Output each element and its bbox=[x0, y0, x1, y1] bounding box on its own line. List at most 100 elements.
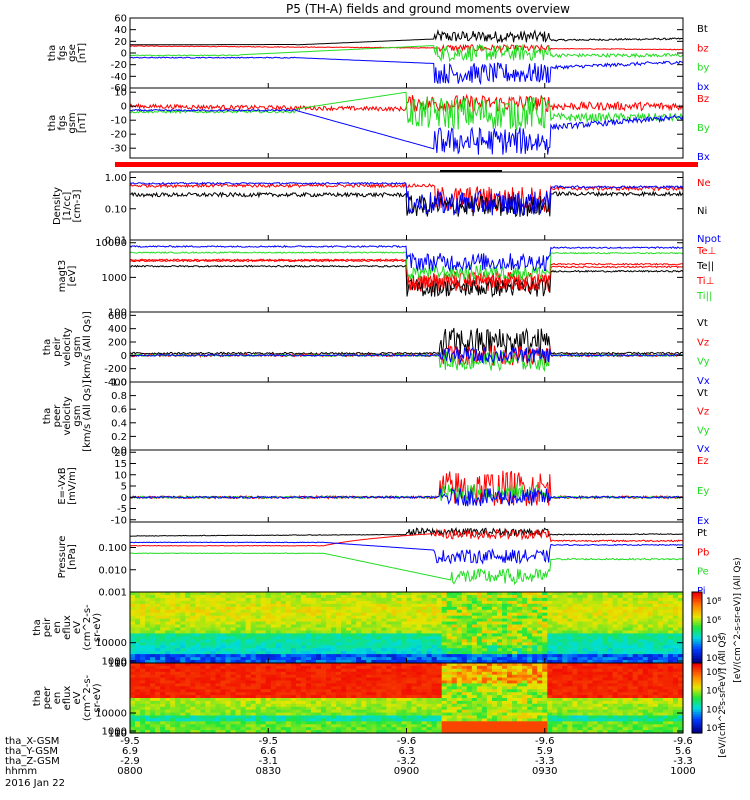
spectrogram-cell bbox=[225, 592, 232, 596]
spectrogram-cell bbox=[446, 606, 453, 611]
spectrogram-cell bbox=[165, 609, 171, 614]
spectrogram-cell bbox=[311, 730, 317, 734]
spectrogram-cell bbox=[446, 624, 453, 629]
spectrogram-cell bbox=[587, 642, 594, 646]
spectrogram-cell bbox=[411, 721, 418, 725]
spectrogram-cell bbox=[386, 627, 392, 632]
spectrogram-cell bbox=[160, 645, 166, 649]
spectrogram-cell bbox=[245, 600, 252, 605]
spectrogram-cell bbox=[361, 671, 367, 676]
spectrogram-cell bbox=[567, 651, 573, 655]
spectrogram-cell bbox=[401, 600, 408, 605]
spectrogram-cell bbox=[155, 639, 161, 643]
spectrogram-cell bbox=[471, 703, 478, 708]
spectrogram-cell bbox=[396, 709, 402, 714]
spectrogram-cell bbox=[441, 627, 448, 632]
spectrogram-cell bbox=[386, 712, 392, 717]
spectrogram-cell bbox=[592, 609, 599, 614]
spectrogram-cell bbox=[135, 648, 141, 652]
spectrogram-cell bbox=[386, 621, 392, 626]
spectrogram-cell bbox=[290, 698, 297, 702]
spectrogram-cell bbox=[351, 686, 357, 690]
spectrogram-cell bbox=[512, 606, 518, 611]
spectrogram-cell bbox=[316, 703, 322, 708]
spectrogram-cell bbox=[537, 730, 543, 734]
legend-label: bz bbox=[697, 43, 709, 54]
spectrogram-cell bbox=[607, 615, 614, 620]
spectrogram-cell bbox=[406, 695, 413, 699]
spectrogram-cell bbox=[461, 671, 468, 676]
spectrogram-cell bbox=[346, 663, 352, 667]
spectrogram-cell bbox=[306, 627, 312, 632]
spectrogram-cell bbox=[165, 724, 171, 728]
spectrogram-cell bbox=[155, 700, 161, 705]
spectrogram-cell bbox=[230, 621, 237, 626]
spectrogram-cell bbox=[321, 715, 327, 719]
spectrogram-cell bbox=[562, 651, 568, 655]
spectrogram-cell bbox=[205, 595, 211, 599]
spectrogram-cell bbox=[446, 689, 453, 693]
spectrogram-cell bbox=[602, 618, 609, 623]
spectrogram-cell bbox=[647, 606, 654, 611]
spectrogram-cell bbox=[527, 700, 533, 705]
spectrogram-cell bbox=[381, 730, 387, 734]
spectrogram-cell bbox=[280, 674, 287, 679]
spectrogram-cell bbox=[135, 600, 141, 605]
spectrogram-cell bbox=[195, 595, 201, 599]
spectrogram-cell bbox=[657, 636, 664, 640]
spectrogram-cell bbox=[265, 695, 272, 699]
spectrogram-cell bbox=[567, 660, 573, 664]
spectrogram-cell bbox=[476, 627, 483, 632]
spectrogram-cell bbox=[542, 715, 548, 719]
spectrogram-cell bbox=[411, 633, 418, 637]
spectrogram-cell bbox=[245, 627, 252, 632]
spectrogram-cell bbox=[326, 654, 332, 658]
spectrogram-cell bbox=[220, 621, 227, 626]
spectrogram-cell bbox=[356, 648, 362, 652]
spectrogram-cell bbox=[497, 677, 503, 682]
ytick-label: 0.001 bbox=[98, 588, 127, 599]
spectrogram-cell bbox=[346, 648, 352, 652]
spectrogram-cell bbox=[341, 630, 347, 635]
spectrogram-cell bbox=[275, 692, 282, 696]
spectrogram-cell bbox=[225, 698, 232, 702]
spectrogram-cell bbox=[155, 680, 161, 684]
spectrogram-cell bbox=[316, 709, 322, 714]
spectrogram-cell bbox=[597, 633, 604, 637]
spectrogram-cell bbox=[361, 730, 367, 734]
spectrogram-cell bbox=[200, 703, 206, 708]
spectrogram-cell bbox=[331, 627, 337, 632]
spectrogram-cell bbox=[331, 603, 337, 608]
spectrogram-cell bbox=[235, 633, 242, 637]
spectrogram-cell bbox=[321, 700, 327, 705]
spectrogram-cell bbox=[260, 636, 267, 640]
spectrogram-cell bbox=[406, 603, 413, 608]
spectrogram-cell bbox=[346, 636, 352, 640]
spectrogram-cell bbox=[260, 683, 267, 687]
spectrogram-cell bbox=[527, 665, 533, 670]
spectrogram-cell bbox=[678, 624, 684, 629]
spectrogram-cell bbox=[552, 668, 558, 673]
spectrogram-cell bbox=[421, 648, 428, 652]
spectrogram-cell bbox=[295, 642, 302, 646]
ylabel-line: tha bbox=[47, 115, 58, 131]
spectrogram-cell bbox=[386, 603, 392, 608]
spectrogram-cell bbox=[481, 633, 488, 637]
spectrogram-cell bbox=[381, 615, 387, 620]
spectrogram-cell bbox=[537, 692, 543, 696]
spectrogram-cell bbox=[537, 695, 543, 699]
spectrogram-cell bbox=[587, 654, 594, 658]
spectrogram-cell bbox=[642, 630, 649, 635]
spectrogram-cell bbox=[331, 651, 337, 655]
spectrogram-cell bbox=[205, 592, 211, 596]
spectrogram-cell bbox=[386, 695, 392, 699]
spectrogram-cell bbox=[190, 612, 196, 617]
spectrogram-cell bbox=[622, 627, 629, 632]
spectrogram-cell bbox=[351, 654, 357, 658]
spectrogram-cell bbox=[436, 618, 443, 623]
spectrogram-cell bbox=[351, 683, 357, 687]
spectrogram-cell bbox=[306, 636, 312, 640]
spectrogram-cell bbox=[461, 724, 468, 728]
spectrogram-cell bbox=[492, 727, 498, 731]
spectrogram-cell bbox=[331, 677, 337, 682]
